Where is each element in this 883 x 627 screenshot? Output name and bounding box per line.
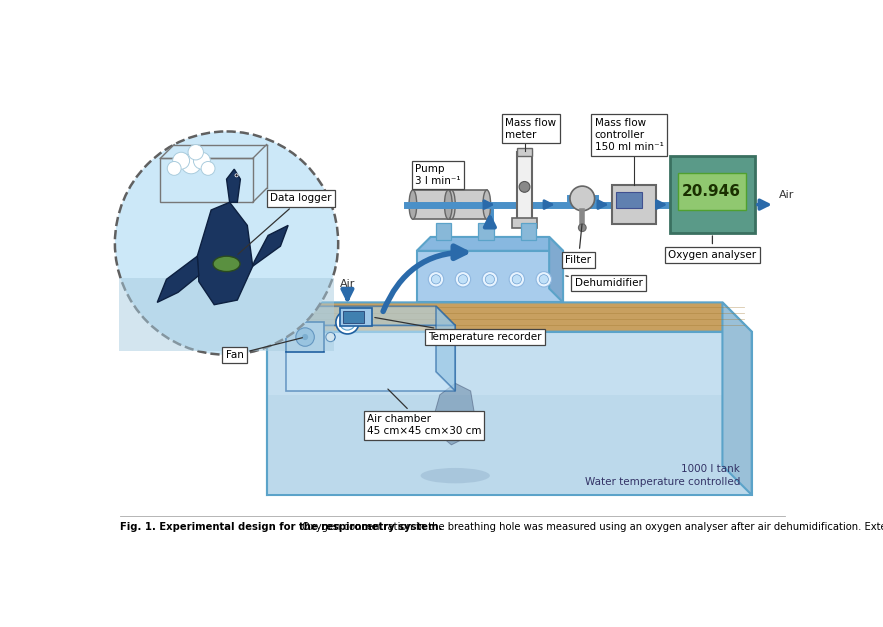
Circle shape — [540, 275, 548, 284]
FancyBboxPatch shape — [512, 218, 537, 228]
Circle shape — [456, 271, 471, 287]
Circle shape — [340, 315, 355, 330]
FancyBboxPatch shape — [449, 190, 487, 219]
Polygon shape — [267, 302, 751, 332]
FancyBboxPatch shape — [670, 156, 755, 233]
Polygon shape — [549, 237, 563, 302]
FancyBboxPatch shape — [340, 308, 372, 326]
Polygon shape — [227, 169, 240, 203]
Circle shape — [326, 332, 336, 342]
Circle shape — [432, 275, 441, 284]
Text: Air: Air — [340, 279, 355, 289]
Circle shape — [302, 334, 308, 340]
Circle shape — [536, 271, 552, 287]
Polygon shape — [417, 237, 563, 251]
FancyBboxPatch shape — [612, 186, 656, 224]
Text: 20.946: 20.946 — [683, 184, 741, 199]
Circle shape — [115, 132, 338, 355]
Text: Fan: Fan — [226, 338, 302, 360]
Text: Mass flow
controller
150 ml min⁻¹: Mass flow controller 150 ml min⁻¹ — [594, 118, 663, 152]
FancyBboxPatch shape — [343, 311, 365, 323]
Ellipse shape — [448, 190, 456, 219]
Polygon shape — [286, 325, 456, 391]
Text: Data logger: Data logger — [238, 194, 332, 255]
FancyBboxPatch shape — [517, 149, 532, 156]
Text: Fig. 1. Experimental design for the respirometry system.: Fig. 1. Experimental design for the resp… — [120, 522, 442, 532]
Circle shape — [519, 181, 530, 192]
Circle shape — [235, 174, 238, 177]
Circle shape — [486, 275, 494, 284]
Circle shape — [173, 152, 190, 169]
Circle shape — [188, 145, 203, 160]
Polygon shape — [417, 251, 563, 302]
Text: 1000 l tank
Water temperature controlled: 1000 l tank Water temperature controlled — [585, 464, 740, 487]
Polygon shape — [197, 203, 253, 305]
Polygon shape — [286, 306, 456, 325]
FancyBboxPatch shape — [413, 190, 451, 219]
Polygon shape — [268, 395, 751, 494]
Circle shape — [428, 271, 443, 287]
Ellipse shape — [409, 190, 417, 219]
Circle shape — [193, 152, 210, 169]
Circle shape — [167, 162, 181, 176]
FancyBboxPatch shape — [436, 223, 451, 240]
Text: Mass flow
meter: Mass flow meter — [505, 118, 556, 140]
Polygon shape — [417, 414, 436, 437]
Circle shape — [181, 154, 201, 174]
Ellipse shape — [444, 190, 452, 219]
Polygon shape — [118, 278, 335, 351]
Polygon shape — [267, 332, 751, 495]
FancyBboxPatch shape — [521, 223, 536, 240]
Text: Dehumidifier: Dehumidifier — [566, 276, 643, 288]
Ellipse shape — [483, 190, 491, 219]
Circle shape — [570, 186, 594, 211]
FancyBboxPatch shape — [479, 223, 494, 240]
FancyBboxPatch shape — [616, 191, 642, 208]
Circle shape — [458, 275, 468, 284]
Polygon shape — [434, 383, 474, 445]
Polygon shape — [253, 225, 288, 266]
Circle shape — [201, 162, 215, 176]
Text: Filter: Filter — [565, 224, 592, 265]
Circle shape — [236, 174, 238, 176]
FancyBboxPatch shape — [286, 322, 324, 352]
FancyBboxPatch shape — [517, 152, 532, 221]
Polygon shape — [157, 256, 199, 302]
Ellipse shape — [420, 468, 490, 483]
FancyBboxPatch shape — [678, 173, 745, 210]
Circle shape — [296, 328, 314, 346]
Circle shape — [578, 224, 586, 231]
Text: Air: Air — [779, 190, 794, 200]
Text: Oxygen analyser: Oxygen analyser — [668, 236, 757, 260]
Circle shape — [509, 271, 525, 287]
Circle shape — [336, 311, 359, 334]
Text: Oxygen concentration in the breathing hole was measured using an oxygen analyser: Oxygen concentration in the breathing ho… — [299, 522, 883, 532]
Text: Temperature recorder: Temperature recorder — [374, 317, 542, 342]
Circle shape — [512, 275, 522, 284]
Ellipse shape — [213, 256, 240, 271]
Polygon shape — [722, 302, 751, 495]
Text: Air chamber
45 cm×45 cm×30 cm: Air chamber 45 cm×45 cm×30 cm — [366, 389, 481, 436]
Circle shape — [482, 271, 498, 287]
Polygon shape — [436, 306, 456, 391]
Text: Pump
3 l min⁻¹: Pump 3 l min⁻¹ — [415, 164, 461, 186]
